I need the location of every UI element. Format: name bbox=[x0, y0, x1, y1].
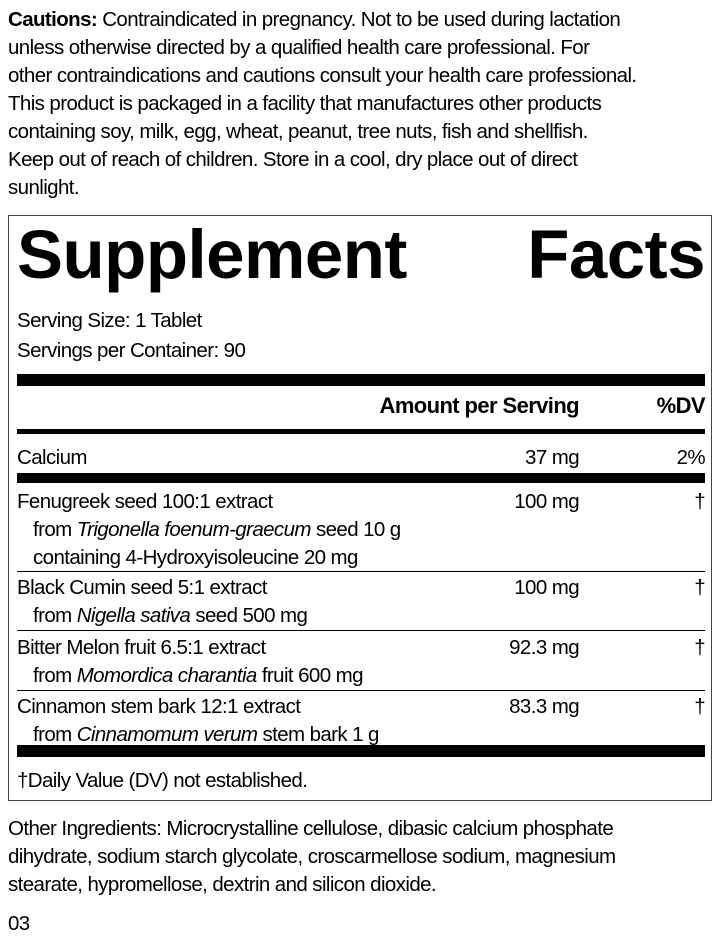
supplement-facts-panel: Supplement Facts Serving Size: 1 Tablet … bbox=[8, 215, 712, 801]
divider-thin bbox=[17, 571, 705, 572]
servings-per-container: Servings per Container: 90 bbox=[17, 339, 246, 362]
other-ingredients: Other Ingredients: Microcrystalline cell… bbox=[8, 817, 616, 896]
serving-size: Serving Size: 1 Tablet bbox=[17, 309, 202, 332]
divider-thin bbox=[17, 630, 705, 631]
divider-medium bbox=[17, 429, 705, 434]
footnote: †Daily Value (DV) not established. bbox=[17, 769, 308, 792]
divider-thin bbox=[17, 690, 705, 691]
cautions-label: Cautions: bbox=[8, 8, 98, 31]
cautions-text: Cautions: Contraindicated in pregnancy. … bbox=[8, 8, 637, 199]
divider-thick bbox=[17, 473, 705, 483]
divider-thick bbox=[17, 374, 705, 386]
product-code: 03 bbox=[8, 912, 30, 935]
divider-thick bbox=[17, 745, 705, 757]
panel-title: Supplement Facts bbox=[17, 216, 705, 293]
